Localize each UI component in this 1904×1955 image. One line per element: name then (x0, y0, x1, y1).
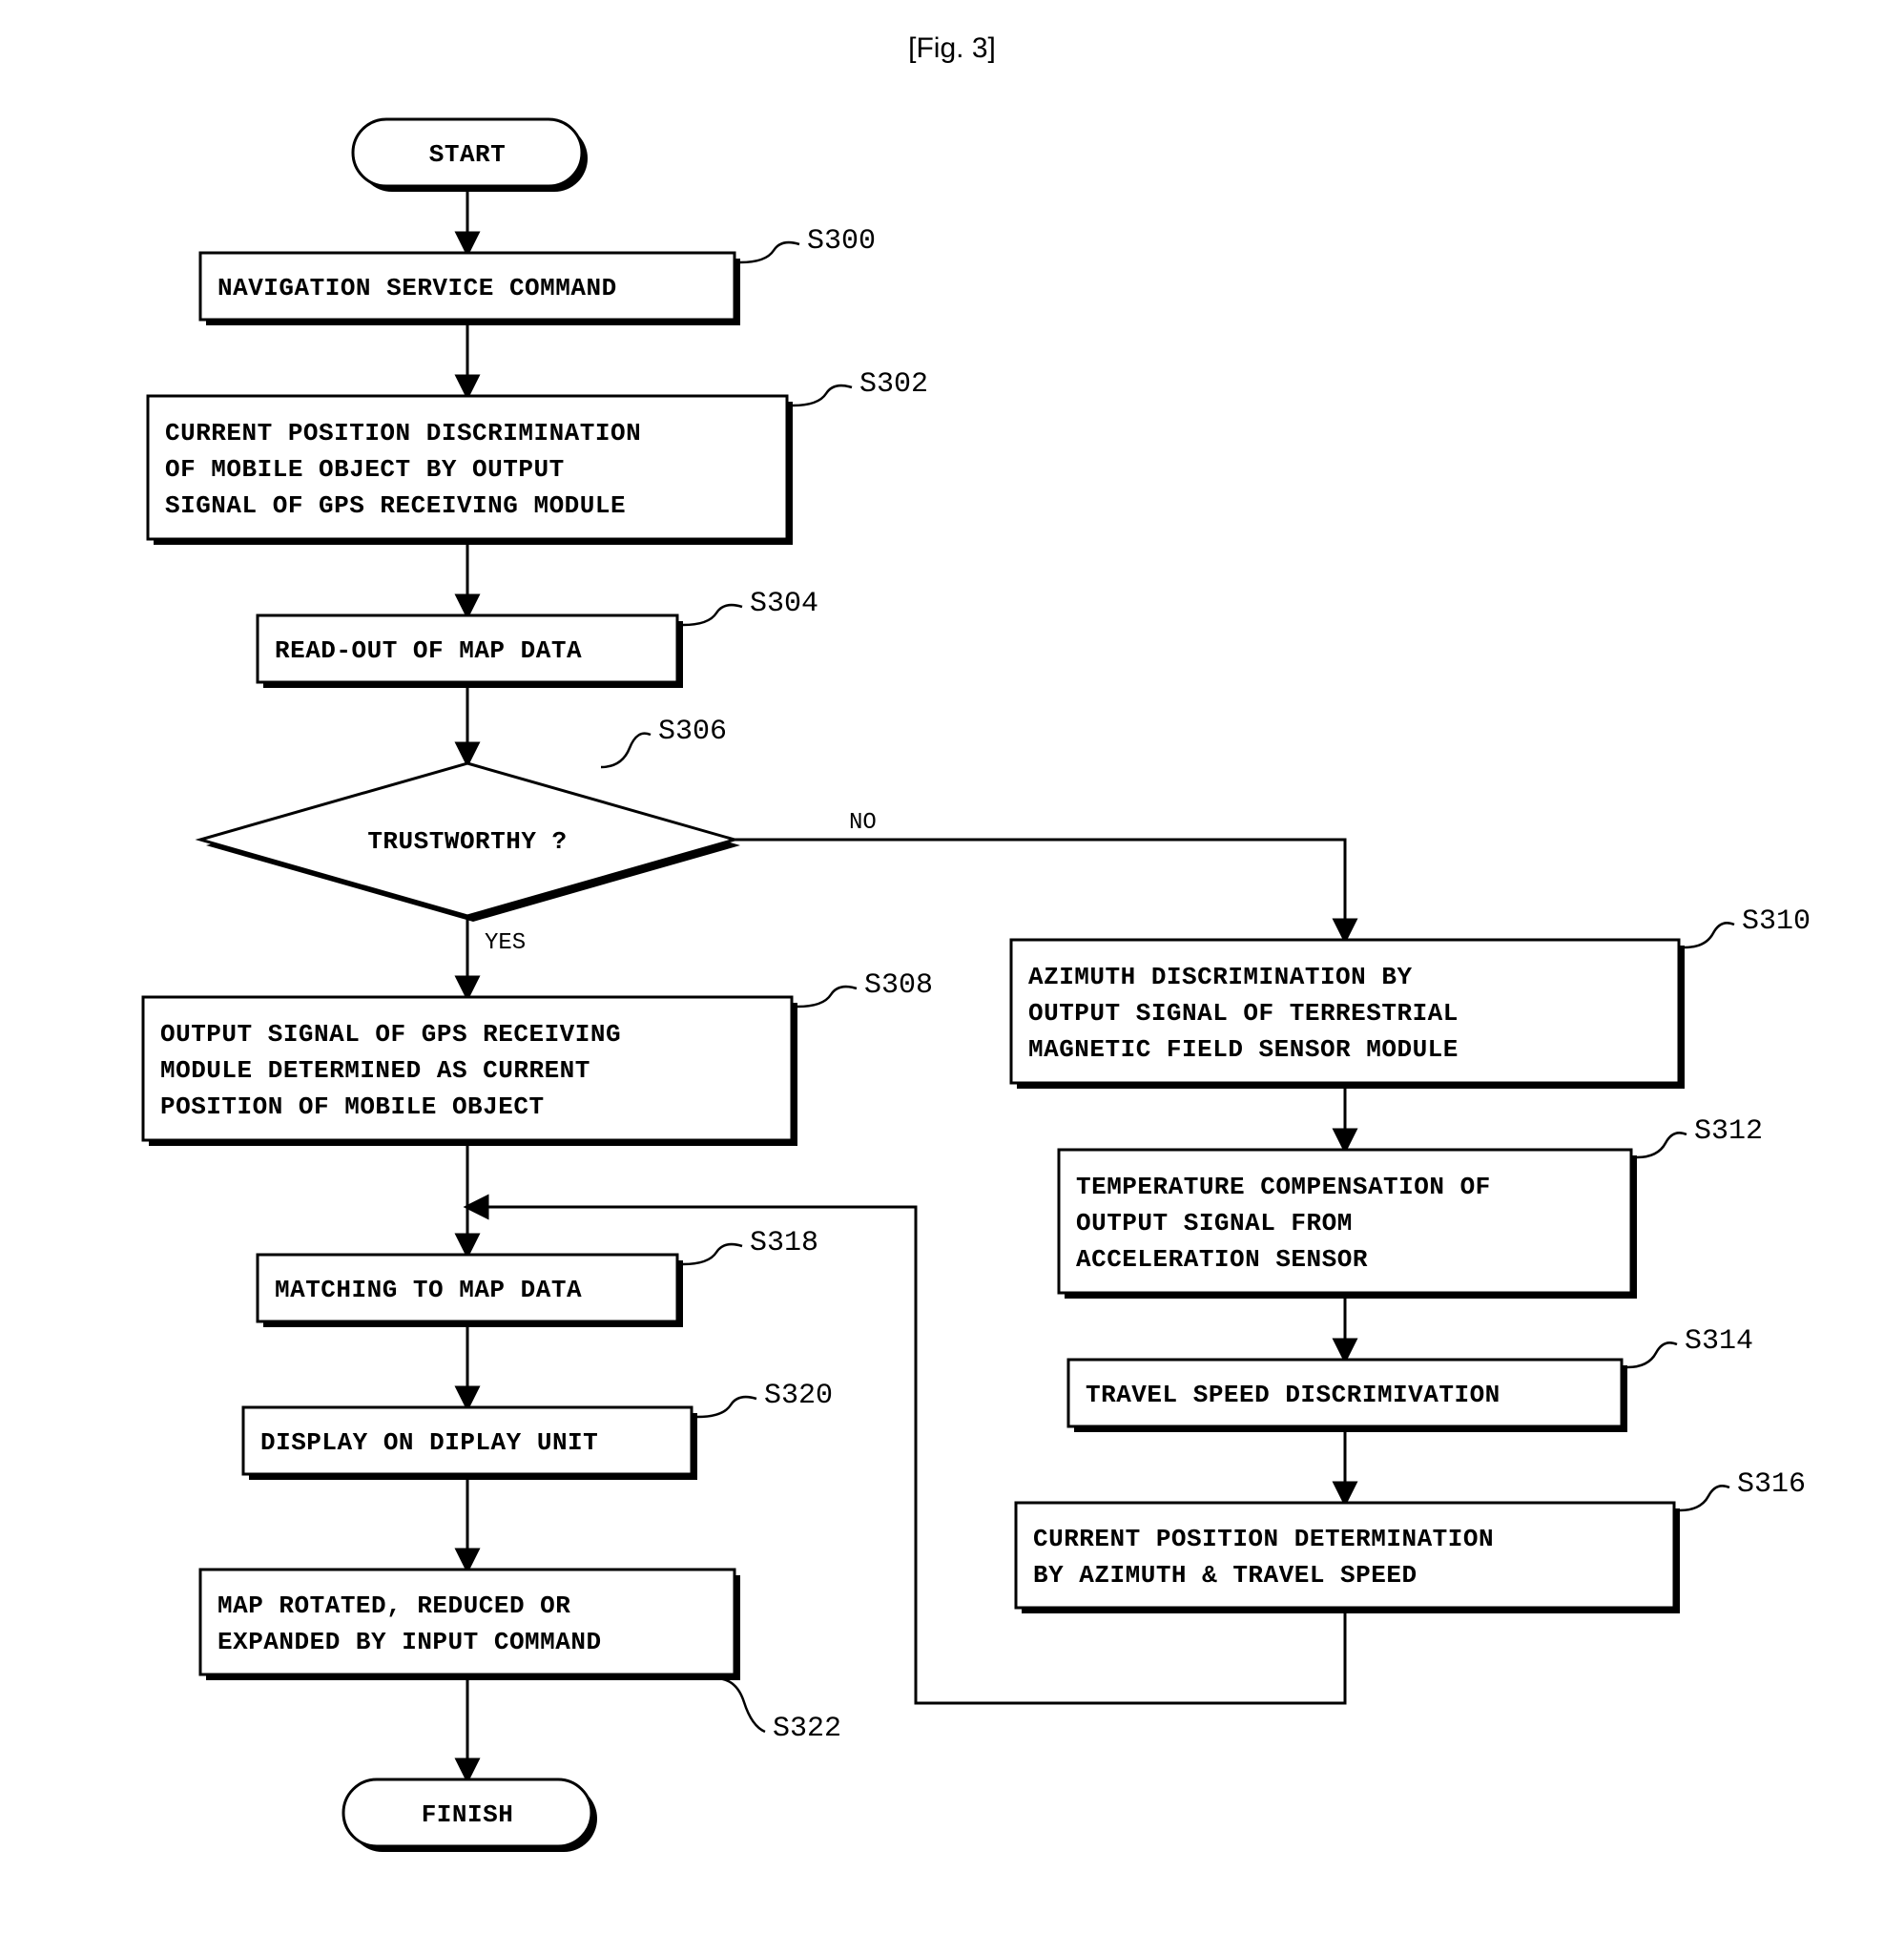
svg-text:TRUSTWORTHY ?: TRUSTWORTHY ? (367, 827, 567, 856)
svg-text:MAGNETIC FIELD SENSOR MODULE: MAGNETIC FIELD SENSOR MODULE (1028, 1035, 1459, 1064)
svg-text:DISPLAY ON DIPLAY UNIT: DISPLAY ON DIPLAY UNIT (260, 1428, 598, 1457)
step-label-s320: S320 (764, 1380, 833, 1412)
svg-text:TRAVEL SPEED DISCRIMIVATION: TRAVEL SPEED DISCRIMIVATION (1086, 1381, 1500, 1409)
step-label-s308: S308 (864, 969, 933, 1002)
svg-text:OF MOBILE OBJECT BY OUTPUT: OF MOBILE OBJECT BY OUTPUT (165, 455, 565, 484)
step-label-s304: S304 (750, 588, 818, 620)
node-s306: TRUSTWORTHY ? S306 (200, 716, 740, 922)
flowchart-diagram: [Fig. 3] YES NO START NAVIGATION SERVICE C… (0, 0, 1904, 1955)
svg-text:MODULE DETERMINED AS CURRENT: MODULE DETERMINED AS CURRENT (160, 1056, 590, 1085)
svg-text:READ-OUT OF MAP DATA: READ-OUT OF MAP DATA (275, 636, 582, 665)
node-s318: MATCHING TO MAP DATA S318 (258, 1227, 818, 1327)
svg-text:MATCHING TO MAP DATA: MATCHING TO MAP DATA (275, 1276, 582, 1304)
step-label-s316: S316 (1737, 1468, 1806, 1501)
node-s304: READ-OUT OF MAP DATA S304 (258, 588, 818, 688)
node-start: START (353, 119, 588, 192)
svg-text:ACCELERATION SENSOR: ACCELERATION SENSOR (1076, 1245, 1368, 1274)
node-s300: NAVIGATION SERVICE COMMAND S300 (200, 225, 876, 325)
step-label-s310: S310 (1742, 905, 1811, 938)
svg-text:CURRENT POSITION DETERMINATION: CURRENT POSITION DETERMINATION (1033, 1525, 1494, 1553)
svg-text:EXPANDED BY INPUT COMMAND: EXPANDED BY INPUT COMMAND (217, 1628, 602, 1656)
node-s310: AZIMUTH DISCRIMINATION BY OUTPUT SIGNAL O… (1011, 905, 1811, 1089)
node-s312: TEMPERATURE COMPENSATION OF OUTPUT SIGNAL… (1059, 1115, 1763, 1299)
svg-text:BY AZIMUTH & TRAVEL SPEED: BY AZIMUTH & TRAVEL SPEED (1033, 1561, 1418, 1590)
svg-text:SIGNAL OF GPS RECEIVING MODULE: SIGNAL OF GPS RECEIVING MODULE (165, 491, 626, 520)
yes-label: YES (485, 930, 526, 956)
node-s322: MAP ROTATED, REDUCED OR EXPANDED BY INPUT… (200, 1570, 841, 1745)
step-label-s314: S314 (1685, 1325, 1753, 1358)
node-s320: DISPLAY ON DIPLAY UNIT S320 (243, 1380, 833, 1480)
svg-text:NAVIGATION SERVICE COMMAND: NAVIGATION SERVICE COMMAND (217, 274, 617, 302)
svg-text:OUTPUT SIGNAL OF GPS RECEIVING: OUTPUT SIGNAL OF GPS RECEIVING (160, 1020, 621, 1049)
svg-text:OUTPUT SIGNAL OF TERRESTRIAL: OUTPUT SIGNAL OF TERRESTRIAL (1028, 999, 1459, 1028)
node-s316: CURRENT POSITION DETERMINATION BY AZIMUTH… (1016, 1468, 1806, 1613)
svg-text:MAP ROTATED, REDUCED OR: MAP ROTATED, REDUCED OR (217, 1591, 570, 1620)
svg-text:CURRENT POSITION DISCRIMINATIO: CURRENT POSITION DISCRIMINATION (165, 419, 641, 447)
svg-text:FINISH: FINISH (422, 1800, 514, 1829)
step-label-s322: S322 (773, 1713, 841, 1745)
node-finish: FINISH (343, 1779, 597, 1852)
svg-text:OUTPUT SIGNAL FROM: OUTPUT SIGNAL FROM (1076, 1209, 1353, 1237)
svg-text:START: START (429, 140, 507, 169)
no-label: NO (849, 810, 877, 836)
figure-title: [Fig. 3] (908, 32, 996, 64)
node-s308: OUTPUT SIGNAL OF GPS RECEIVING MODULE DET… (143, 969, 933, 1146)
step-label-s318: S318 (750, 1227, 818, 1259)
svg-text:TEMPERATURE COMPENSATION OF: TEMPERATURE COMPENSATION OF (1076, 1173, 1491, 1201)
step-label-s306: S306 (658, 716, 727, 748)
svg-text:AZIMUTH DISCRIMINATION BY: AZIMUTH DISCRIMINATION BY (1028, 963, 1413, 991)
step-label-s312: S312 (1694, 1115, 1763, 1148)
step-label-s300: S300 (807, 225, 876, 258)
svg-text:POSITION OF MOBILE OBJECT: POSITION OF MOBILE OBJECT (160, 1092, 545, 1121)
node-s314: TRAVEL SPEED DISCRIMIVATION S314 (1068, 1325, 1753, 1432)
step-label-s302: S302 (859, 368, 928, 401)
node-s302: CURRENT POSITION DISCRIMINATION OF MOBILE… (148, 368, 928, 545)
